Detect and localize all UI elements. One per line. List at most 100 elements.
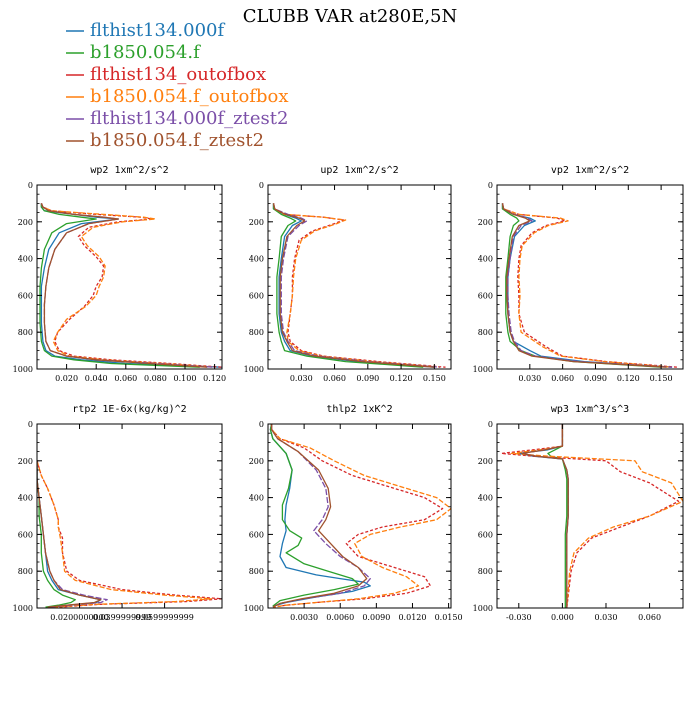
x-tick-label: 0.080 xyxy=(144,374,167,383)
series-line xyxy=(40,203,208,368)
y-tick-label: 800 xyxy=(249,328,264,337)
panel-title: up2 1xm^2/s^2 xyxy=(320,165,398,176)
panel: up2 1xm^2/s^2 0 200 400 600 800 1000 0.030 0.060… xyxy=(244,165,452,383)
series-line xyxy=(272,203,440,368)
series-line xyxy=(272,203,435,368)
y-tick-label: 400 xyxy=(18,255,33,264)
x-tick-label: -0.030 xyxy=(506,613,532,622)
plot-frame xyxy=(267,423,452,609)
y-tick-label: 1000 xyxy=(473,365,493,374)
panel-title: wp2 1xm^2/s^2 xyxy=(90,165,168,176)
series-line xyxy=(501,203,667,368)
figure-title: CLUBB VAR at280E,5N xyxy=(243,6,458,27)
plot-frame xyxy=(36,423,223,609)
series-line xyxy=(272,203,440,368)
y-tick-label: 0 xyxy=(488,420,493,429)
series-line xyxy=(40,203,222,368)
x-tick-label: 0.150 xyxy=(650,374,673,383)
panel: rtp2 1E-6x(kg/kg)^2 0 200 400 600 800 1000 0.02… xyxy=(13,404,223,622)
series-line xyxy=(37,460,102,608)
series-line xyxy=(37,460,222,608)
x-tick-label: 0.090 xyxy=(584,374,607,383)
x-tick-label: 0.120 xyxy=(617,374,640,383)
series-line xyxy=(270,424,368,608)
series-line xyxy=(501,203,673,368)
x-tick-label: 0.0060 xyxy=(326,613,354,622)
y-tick-label: 1000 xyxy=(244,604,264,613)
y-tick-label: 0 xyxy=(259,420,264,429)
legend-entry: b1850.054.f xyxy=(90,42,201,63)
y-tick-label: 200 xyxy=(478,457,493,466)
plot-frame xyxy=(267,184,452,370)
y-tick-label: 0 xyxy=(259,181,264,190)
x-tick-label: 0.060 xyxy=(638,613,661,622)
y-tick-label: 600 xyxy=(478,291,493,300)
series-line xyxy=(500,424,680,608)
x-tick-label: 0.100 xyxy=(174,374,197,383)
series-line xyxy=(547,424,568,608)
panels: wp2 1xm^2/s^2 0 200 400 600 800 1000 0.020 0.040… xyxy=(13,165,684,622)
y-tick-label: 200 xyxy=(18,218,33,227)
series-line xyxy=(501,203,662,368)
series-line xyxy=(501,203,673,368)
series-line xyxy=(272,203,435,368)
x-tick-label: 0.060 xyxy=(551,374,574,383)
x-tick-label: 0.0090 xyxy=(362,613,390,622)
series-line xyxy=(40,203,215,368)
y-tick-label: 400 xyxy=(478,494,493,503)
x-tick-label: 0.090 xyxy=(356,374,379,383)
x-tick-label: 0.030 xyxy=(595,613,618,622)
y-tick-label: 1000 xyxy=(473,604,493,613)
legend: flthist134.000fb1850.054.fflthist134_out… xyxy=(66,20,288,151)
y-tick-label: 1000 xyxy=(13,604,33,613)
series-line xyxy=(270,424,451,608)
y-tick-label: 800 xyxy=(478,567,493,576)
legend-entry: b1850.054.f_outofbox xyxy=(90,86,288,107)
y-tick-label: 0 xyxy=(28,420,33,429)
legend-entry: b1850.054.f_ztest2 xyxy=(90,130,264,151)
y-tick-label: 600 xyxy=(18,291,33,300)
x-tick-label: 0.060 xyxy=(323,374,346,383)
y-tick-label: 600 xyxy=(249,291,264,300)
series-line xyxy=(40,203,215,368)
legend-entry: flthist134_outofbox xyxy=(90,64,266,85)
x-tick-label: 0.0399999999 xyxy=(93,613,152,622)
panel-title: vp2 1xm^2/s^2 xyxy=(551,165,629,176)
plot-frame xyxy=(496,184,684,370)
panel-title: wp3 1xm^3/s^3 xyxy=(551,404,629,415)
x-tick-label: 0.030 xyxy=(518,374,541,383)
series-line xyxy=(39,203,200,368)
y-tick-label: 600 xyxy=(249,530,264,539)
panel: wp2 1xm^2/s^2 0 200 400 600 800 1000 0.020 0.040… xyxy=(13,165,226,383)
x-tick-label: 0.030 xyxy=(290,374,313,383)
series-line xyxy=(37,460,108,608)
x-tick-label: 0.0150 xyxy=(435,613,463,622)
panel: vp2 1xm^2/s^2 0 200 400 600 800 1000 0.030 0.060… xyxy=(473,165,684,383)
x-tick-label: 0.040 xyxy=(85,374,108,383)
x-tick-label: 0.060 xyxy=(114,374,137,383)
legend-entry: flthist134.000f xyxy=(90,20,225,41)
series-line xyxy=(37,460,102,608)
series-line xyxy=(37,460,213,608)
x-tick-label: 0.0120 xyxy=(398,613,426,622)
x-tick-label: 0.120 xyxy=(203,374,226,383)
x-tick-label: 0.020 xyxy=(55,374,78,383)
y-tick-label: 200 xyxy=(478,218,493,227)
y-tick-label: 0 xyxy=(488,181,493,190)
x-tick-label: 0.0200000000 xyxy=(50,613,109,622)
y-tick-label: 0 xyxy=(28,181,33,190)
panel: thlp2 1xK^2 0 200 400 600 800 1000 0.0030 0.0060… xyxy=(244,404,463,622)
series-line xyxy=(40,203,222,368)
y-tick-label: 800 xyxy=(18,567,33,576)
y-tick-label: 200 xyxy=(249,457,264,466)
panel-title: thlp2 1xK^2 xyxy=(326,404,392,415)
series-line xyxy=(269,424,359,607)
y-tick-label: 1000 xyxy=(244,365,264,374)
series-line xyxy=(521,424,569,608)
y-tick-label: 600 xyxy=(478,530,493,539)
x-tick-label: 0.120 xyxy=(390,374,413,383)
series-line xyxy=(501,203,673,368)
panel: wp3 1xm^3/s^3 0 200 400 600 800 1000 -0.030 0.00… xyxy=(473,404,684,622)
panel-title: rtp2 1E-6x(kg/kg)^2 xyxy=(72,404,186,415)
y-tick-label: 800 xyxy=(249,567,264,576)
